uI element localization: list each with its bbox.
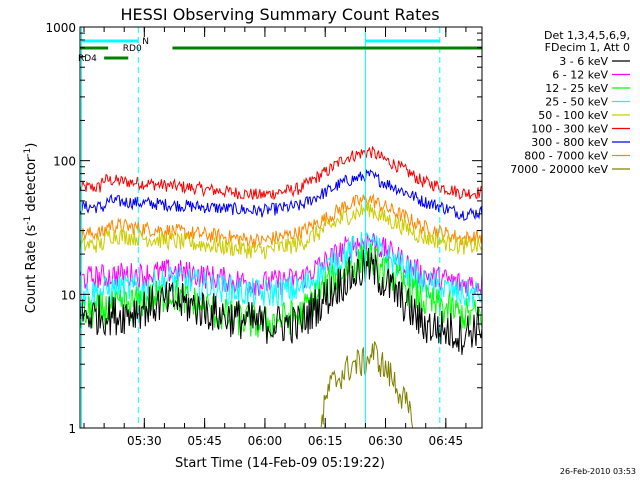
y-axis-label-sup-1: -1 — [23, 216, 33, 225]
x-tick-label: 05:45 — [187, 434, 222, 448]
n-label: N — [142, 37, 149, 47]
legend-entry-label: 6 - 12 keV — [552, 69, 608, 82]
y-tick-label: 1000 — [45, 21, 76, 35]
series-line-2 — [79, 193, 483, 249]
series-line-1 — [79, 169, 483, 221]
x-tick-label: 06:30 — [368, 434, 403, 448]
y-axis-label: Count Rate (s-1 detector-1) — [23, 143, 39, 314]
x-axis: 05:30 05:45 06:00 06:15 06:30 06:45 — [83, 27, 467, 448]
y-tick-label: 100 — [53, 155, 76, 169]
legend-entry-label: 50 - 100 keV — [538, 109, 608, 122]
legend-entry-label: 7000 - 20000 keV — [510, 163, 608, 176]
y-axis: 1 10 100 1000 — [45, 21, 482, 436]
legend-entry-label: 100 - 300 keV — [531, 123, 608, 136]
timestamp: 26-Feb-2010 03:53 — [560, 467, 636, 476]
series-line-6 — [79, 243, 483, 339]
y-tick-label: 10 — [61, 288, 76, 302]
legend-entry-label: 12 - 25 keV — [545, 82, 608, 95]
x-tick-label: 06:45 — [429, 434, 464, 448]
rd4-label: RD4 — [78, 54, 97, 64]
series-line-7 — [79, 247, 483, 355]
y-axis-label-main: Count Rate (s — [24, 225, 39, 314]
rd0-label: RD0 — [123, 44, 142, 54]
legend-entry-label: 800 - 7000 keV — [524, 150, 608, 163]
series-line-8 — [320, 341, 414, 429]
y-tick-label: 1 — [68, 422, 76, 436]
series-line-3 — [79, 199, 483, 260]
legend-entry-label: 300 - 800 keV — [531, 136, 608, 149]
y-axis-label-sup-2: -1 — [23, 148, 33, 157]
x-tick-label: 06:15 — [308, 434, 343, 448]
series-line-5 — [79, 231, 483, 308]
legend-entry-label: 3 - 6 keV — [559, 55, 608, 68]
x-axis-label: Start Time (14-Feb-09 05:19:22) — [175, 456, 385, 471]
legend-entry-label: 25 - 50 keV — [545, 96, 608, 109]
series-layer — [79, 146, 483, 429]
series-line-0 — [79, 146, 483, 201]
y-axis-label-mid: detector — [24, 156, 39, 216]
x-tick-label: 06:00 — [248, 434, 283, 448]
legend: Det 1,3,4,5,6,9, FDecim 1, Att 0 3 - 6 k… — [510, 29, 630, 176]
x-tick-label: 05:30 — [127, 434, 162, 448]
legend-header-2: FDecim 1, Att 0 — [545, 41, 630, 54]
legend-header-1: Det 1,3,4,5,6,9, — [544, 29, 630, 42]
plot-frame — [79, 26, 483, 429]
y-axis-label-end: ) — [24, 143, 39, 148]
chart-title: HESSI Observing Summary Count Rates — [120, 5, 439, 24]
